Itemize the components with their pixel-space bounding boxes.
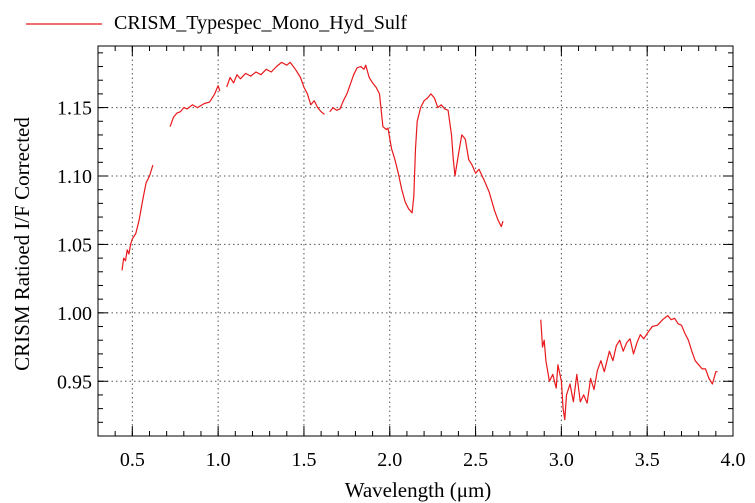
plot-frame [97, 45, 734, 437]
series-line-segment [329, 64, 504, 228]
x-tick-label: 0.5 [120, 449, 145, 471]
x-tick-label: 1.0 [206, 449, 231, 471]
x-tick-label: 1.5 [291, 449, 316, 471]
y-tick-label: 1.00 [57, 303, 92, 325]
y-tick-label: 0.95 [57, 371, 92, 393]
legend-label: CRISM_Typespec_Mono_Hyd_Sulf [114, 12, 407, 34]
grid-lines [98, 46, 733, 436]
series-layer [121, 61, 718, 421]
x-tick-label: 4.0 [721, 449, 746, 471]
y-tick-label: 1.15 [57, 98, 92, 120]
tick-labels: 0.5 1.0 1.5 2.0 2.5 3.0 3.5 4.0 0.95 1.00 1.05 1.10… [57, 98, 746, 471]
legend: CRISM_Typespec_Mono_Hyd_Sulf [26, 12, 407, 34]
x-axis-label: Wavelength (μm) [345, 478, 492, 502]
x-tick-label: 2.5 [463, 449, 488, 471]
y-tick-label: 1.05 [57, 234, 92, 256]
series-line-segment [169, 85, 221, 127]
y-tick-label: 1.10 [57, 166, 92, 188]
x-tick-label: 3.5 [635, 449, 660, 471]
series-line-segment [540, 315, 718, 421]
series-line-segment [121, 164, 154, 271]
x-tick-label: 3.0 [549, 449, 574, 471]
x-tick-label: 2.0 [377, 449, 402, 471]
axis-ticks [97, 46, 734, 437]
series-line-segment [226, 61, 325, 115]
y-axis-label: CRISM Ratioed I/F Corrected [10, 117, 34, 371]
